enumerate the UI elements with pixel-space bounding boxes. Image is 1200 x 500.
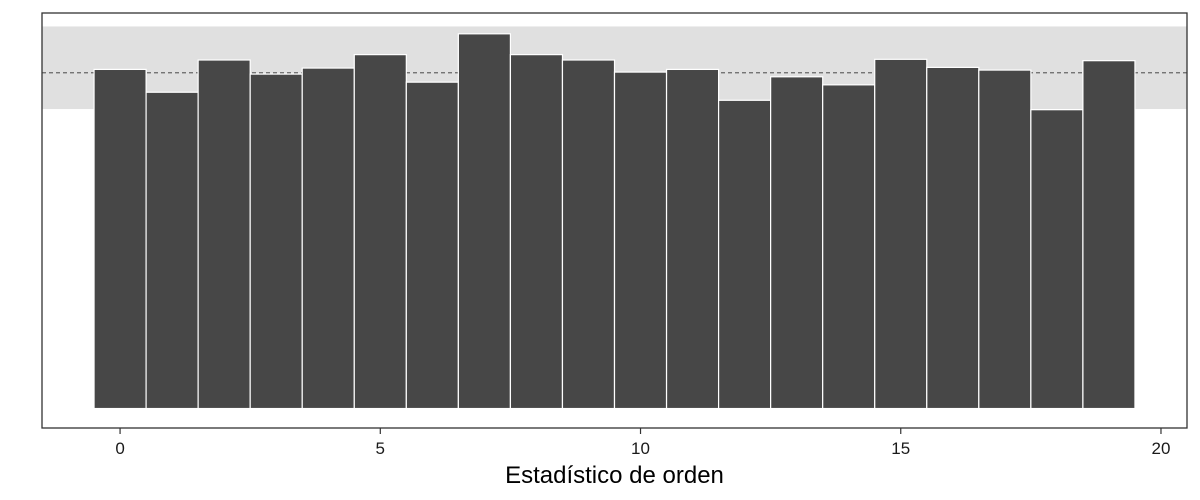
bar-2	[197, 59, 251, 410]
x-axis-title: Estadístico de orden	[505, 462, 724, 489]
x-tick-label-0: 0	[115, 439, 124, 458]
bar-12	[717, 99, 772, 410]
bar-1	[145, 91, 199, 410]
bar-11	[665, 68, 720, 410]
bar-10	[613, 71, 668, 410]
x-tick-label-15: 15	[891, 439, 910, 458]
bar-16	[926, 66, 980, 410]
x-tick-label-20: 20	[1152, 439, 1171, 458]
bar-3	[249, 73, 303, 410]
bar-14	[822, 84, 876, 410]
bar-18	[1030, 109, 1084, 410]
bar-17	[978, 69, 1032, 410]
bar-5	[353, 54, 407, 410]
bar-6	[405, 81, 459, 410]
x-tick-label-5: 5	[376, 439, 385, 458]
bar-9	[561, 59, 616, 410]
bar-19	[1082, 60, 1136, 410]
bar-8	[509, 54, 564, 410]
x-tick-label-10: 10	[631, 439, 650, 458]
plot-panel-border	[41, 12, 1188, 429]
bar-15	[874, 58, 928, 410]
bar-0	[93, 68, 147, 410]
bar-4	[301, 67, 355, 410]
bar-13	[770, 76, 824, 410]
bar-7	[457, 33, 512, 410]
